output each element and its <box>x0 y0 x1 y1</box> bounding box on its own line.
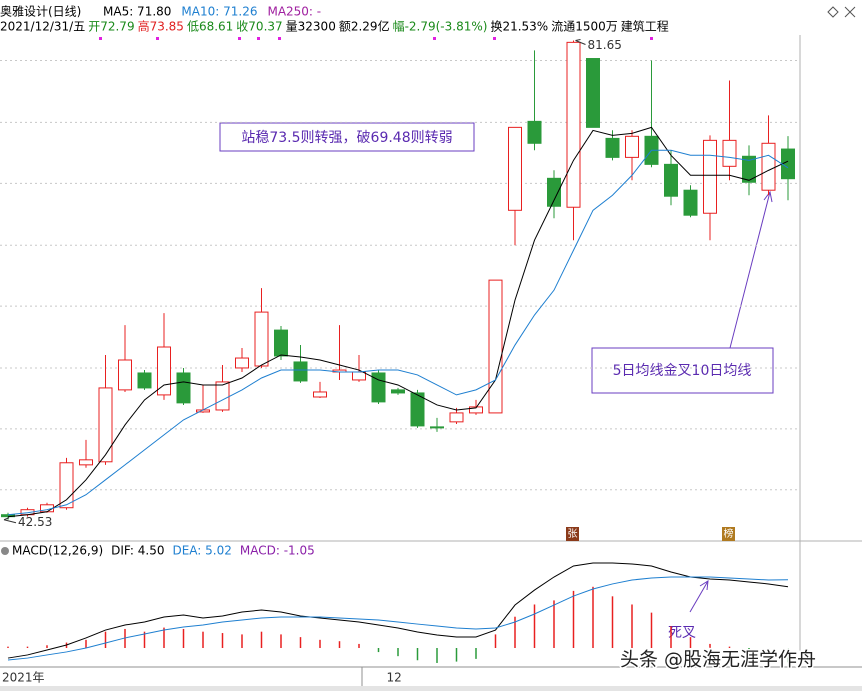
annotation-box <box>591 347 774 394</box>
annotation-box <box>219 122 475 152</box>
legend-entry: MA5: 71.80 <box>103 5 171 19</box>
quote-item: 幅-2.79(-3.81%) <box>393 19 488 34</box>
watermark: 头条 @股海无涯学作舟 <box>620 649 816 671</box>
candle-body <box>664 163 678 197</box>
marker-icon[interactable] <box>566 527 579 541</box>
candle-body <box>235 357 249 369</box>
close-icon[interactable] <box>844 6 856 18</box>
candle-body <box>625 135 639 158</box>
candle-body <box>391 389 405 394</box>
candle-body <box>527 120 542 144</box>
quote-item: 开72.79 <box>88 20 134 34</box>
dot <box>99 37 102 40</box>
dot <box>257 37 260 40</box>
candle-body <box>430 426 444 429</box>
candle-body <box>683 189 698 216</box>
legend-entry: MA10: 71.26 <box>181 5 257 19</box>
legend-entry: MA250: - <box>267 5 321 19</box>
quote-item: 额2.29亿 <box>339 19 390 34</box>
candle-body <box>761 142 776 191</box>
quote-item: 换21.53% <box>490 20 548 34</box>
tab-strip <box>0 686 862 691</box>
candle-body <box>157 346 171 396</box>
event-dots <box>99 37 653 40</box>
annotation-arrow <box>689 580 709 613</box>
high-label: 81.65 <box>588 38 622 52</box>
candle-body <box>703 139 717 214</box>
candle-body <box>586 58 600 128</box>
quote-item: 低68.61 <box>187 20 233 34</box>
annotation-arrow <box>729 190 773 349</box>
legend-entry: MACD: -1.05 <box>240 544 315 558</box>
x-tick-label: 2021年 <box>2 671 45 685</box>
dot <box>156 37 159 40</box>
candle-body <box>371 372 386 403</box>
annotation-text: 站稳73.5则转强，破69.48则转弱 <box>241 130 452 146</box>
candle-body <box>508 126 522 211</box>
dot <box>650 37 653 40</box>
legend-entry: DEA: 5.02 <box>172 544 231 558</box>
restore-icon[interactable] <box>827 6 839 18</box>
indicator-label: MACD(12,26,9) <box>12 544 103 558</box>
candle-body <box>293 361 308 382</box>
dot <box>238 37 241 40</box>
candle-body <box>274 329 288 357</box>
candle-body <box>118 359 132 391</box>
legend-entry: DIF: 4.50 <box>111 544 164 558</box>
candle-body <box>742 155 756 183</box>
stock-title: 奥雅设计(日线) <box>0 4 81 19</box>
candle-body <box>547 177 561 207</box>
low-label: 42.53 <box>18 515 52 529</box>
ma-line <box>7 126 789 518</box>
candle-body <box>469 406 483 414</box>
candle-body <box>449 412 464 423</box>
quote-item: 2021/12/31/五 <box>0 20 85 34</box>
candle-body <box>59 462 74 509</box>
macd-line <box>7 576 789 661</box>
candle-body <box>137 372 152 389</box>
panel-icon <box>1 547 9 555</box>
high-pointer <box>575 39 586 45</box>
quote-item: 量32300 <box>286 20 336 34</box>
candle-body <box>98 387 113 463</box>
macd-line <box>7 562 789 659</box>
marker-text[interactable]: 榜 <box>724 527 734 540</box>
quote-item: 高73.85 <box>138 19 184 34</box>
death-cross-label: 死叉 <box>668 625 696 641</box>
dot <box>493 37 496 40</box>
quote-item: 流通1500万 <box>551 20 618 34</box>
ma-line <box>7 149 789 516</box>
marker-icon[interactable] <box>722 527 735 541</box>
candle-body <box>410 392 425 427</box>
candle-body <box>352 371 366 381</box>
dot <box>278 37 281 40</box>
quote-item: 收70.37 <box>236 20 282 34</box>
candle-body <box>722 139 737 167</box>
annotation-text: 5日均线金叉10日均线 <box>613 363 752 379</box>
candle-body <box>605 137 620 158</box>
x-tick-label: 12 <box>387 671 402 685</box>
marker-text[interactable]: 张 <box>568 528 578 540</box>
window-icons[interactable] <box>827 6 856 18</box>
candle-body <box>566 41 581 208</box>
candle-body <box>313 391 327 398</box>
candle-body <box>215 381 230 411</box>
candle-body <box>488 279 503 414</box>
dot <box>433 37 436 40</box>
quote-item: 建筑工程 <box>621 19 669 34</box>
candle-body <box>254 311 269 367</box>
low-pointer <box>3 517 17 524</box>
candle-body <box>176 372 191 404</box>
candle-body <box>79 459 93 466</box>
